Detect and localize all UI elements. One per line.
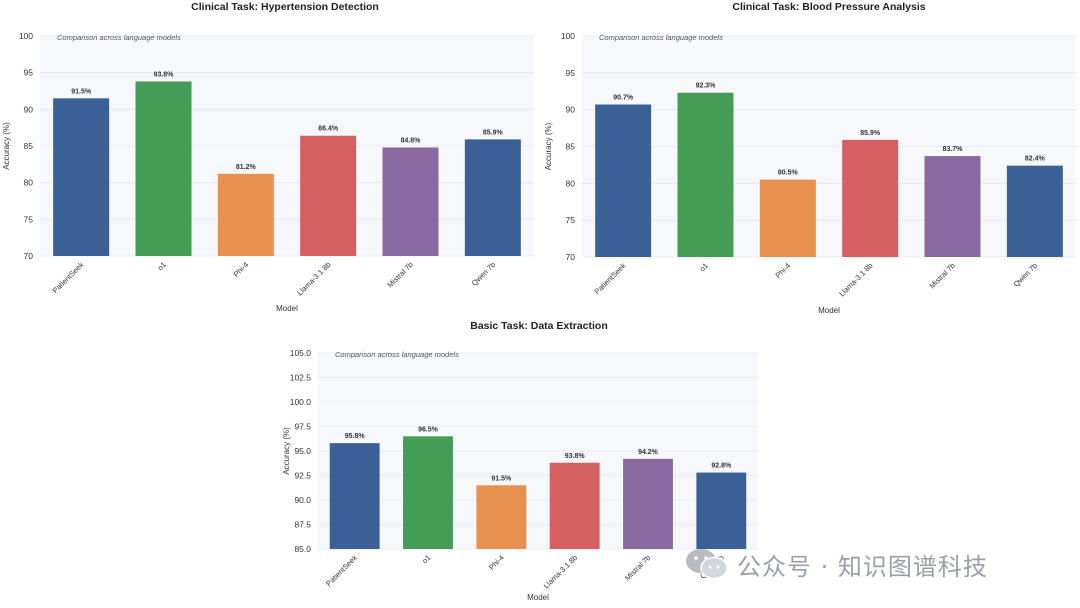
y-axis-label: Accuracy (%): [544, 122, 553, 170]
x-tick-label: o1: [698, 261, 710, 273]
bar-value-label: 92.3%: [696, 83, 717, 90]
wechat-icon: [686, 549, 728, 580]
bar-value-label: 91.5%: [71, 88, 92, 95]
bar: [217, 173, 274, 256]
x-axis-label: Model: [527, 593, 549, 602]
x-axis-label: Model: [818, 306, 840, 315]
x-tick-label: Mistral 7b: [928, 261, 957, 290]
y-tick-label: 90: [24, 104, 34, 114]
bar-value-label: 94.2%: [638, 449, 659, 456]
bar-value-label: 96.5%: [418, 426, 439, 433]
bar: [53, 98, 110, 256]
y-tick-label: 85: [566, 142, 576, 152]
chart-subtitle: Comparison across language models: [335, 350, 459, 359]
y-tick-label: 92.5: [294, 471, 311, 481]
y-tick-label: 102.5: [290, 373, 312, 383]
x-tick-label: Llama-3.1 8b: [837, 261, 874, 298]
bar: [1006, 165, 1063, 257]
y-tick-label: 97.5: [294, 422, 311, 432]
y-tick-label: 80: [566, 178, 576, 188]
x-tick-label: PatientSeek: [51, 260, 86, 295]
x-tick-label: Mistral 7b: [386, 260, 415, 289]
bar: [696, 472, 747, 549]
y-tick-label: 105.0: [290, 348, 312, 358]
bar: [677, 92, 734, 258]
x-tick-label: o1: [156, 260, 168, 272]
bar: [842, 139, 899, 257]
bar: [759, 179, 816, 257]
y-tick-label: 95: [24, 68, 34, 78]
y-tick-label: 95.0: [294, 446, 311, 456]
bar-value-label: 93.8%: [565, 453, 586, 460]
bar: [476, 485, 527, 549]
x-tick-label: o1: [420, 553, 432, 565]
x-tick-label: Llama-3.1 8b: [542, 553, 579, 590]
bar-value-label: 92.8%: [711, 463, 732, 470]
bar-value-label: 83.7%: [943, 146, 964, 153]
x-tick-label: Phi-4: [773, 261, 792, 280]
bar: [300, 135, 357, 256]
bar: [623, 458, 673, 549]
chart-title: Clinical Task: Hypertension Detection: [191, 1, 379, 13]
chart-title: Clinical Task: Blood Pressure Analysis: [732, 1, 925, 13]
bar-value-label: 90.7%: [613, 95, 634, 102]
x-tick-label: Phi-4: [231, 260, 250, 279]
y-tick-label: 100.0: [290, 397, 312, 407]
bar: [403, 436, 453, 549]
bar: [595, 104, 652, 257]
bar-value-label: 84.8%: [401, 137, 422, 144]
watermark-text: 公众号 · 知识图谱科技: [737, 552, 988, 581]
bar-value-label: 85.9%: [860, 130, 881, 137]
y-tick-label: 95: [566, 68, 576, 78]
bar: [549, 462, 600, 549]
chart-subtitle: Comparison across language models: [57, 33, 181, 42]
y-tick-label: 80: [24, 178, 34, 188]
x-tick-label: Mistral 7b: [623, 553, 652, 582]
y-tick-label: 75: [566, 215, 576, 225]
bar: [329, 443, 380, 549]
bar: [924, 156, 981, 257]
bar-value-label: 85.9%: [483, 129, 504, 136]
chart-subtitle: Comparison across language models: [599, 33, 723, 42]
y-tick-label: 75: [24, 214, 34, 224]
watermark: 公众号 · 知识图谱科技: [683, 546, 988, 582]
bar-value-label: 91.5%: [491, 475, 512, 482]
x-tick-label: PatientSeek: [324, 553, 359, 588]
x-tick-label: PatientSeek: [593, 261, 628, 296]
y-tick-label: 87.5: [294, 520, 311, 530]
y-tick-label: 100: [561, 31, 575, 41]
bar-value-label: 81.2%: [236, 164, 257, 171]
bar-value-label: 93.8%: [154, 71, 175, 78]
bar-value-label: 95.8%: [345, 433, 366, 440]
x-tick-label: Phi-4: [487, 553, 506, 572]
y-tick-label: 70: [24, 251, 34, 261]
x-tick-label: Qwen 7b: [470, 260, 498, 288]
x-tick-label: Qwen 7b: [1012, 261, 1040, 289]
y-axis-label: Accuracy (%): [282, 427, 291, 475]
chart-title: Basic Task: Data Extraction: [470, 320, 608, 332]
bar-value-label: 86.4%: [318, 126, 339, 133]
y-tick-label: 90.0: [294, 495, 311, 505]
y-tick-label: 70: [566, 252, 576, 262]
bar-value-label: 80.5%: [778, 170, 799, 177]
y-tick-label: 90: [566, 105, 576, 115]
bar: [464, 139, 521, 256]
bar: [382, 147, 439, 256]
x-tick-label: Llama-3.1 8b: [295, 260, 332, 297]
x-axis-label: Model: [276, 304, 298, 313]
y-tick-label: 85.0: [294, 544, 311, 554]
y-tick-label: 100: [19, 31, 33, 41]
bar: [135, 81, 192, 256]
bar-value-label: 82.4%: [1025, 156, 1046, 163]
y-tick-label: 85: [24, 141, 34, 151]
y-axis-label: Accuracy (%): [2, 122, 11, 170]
